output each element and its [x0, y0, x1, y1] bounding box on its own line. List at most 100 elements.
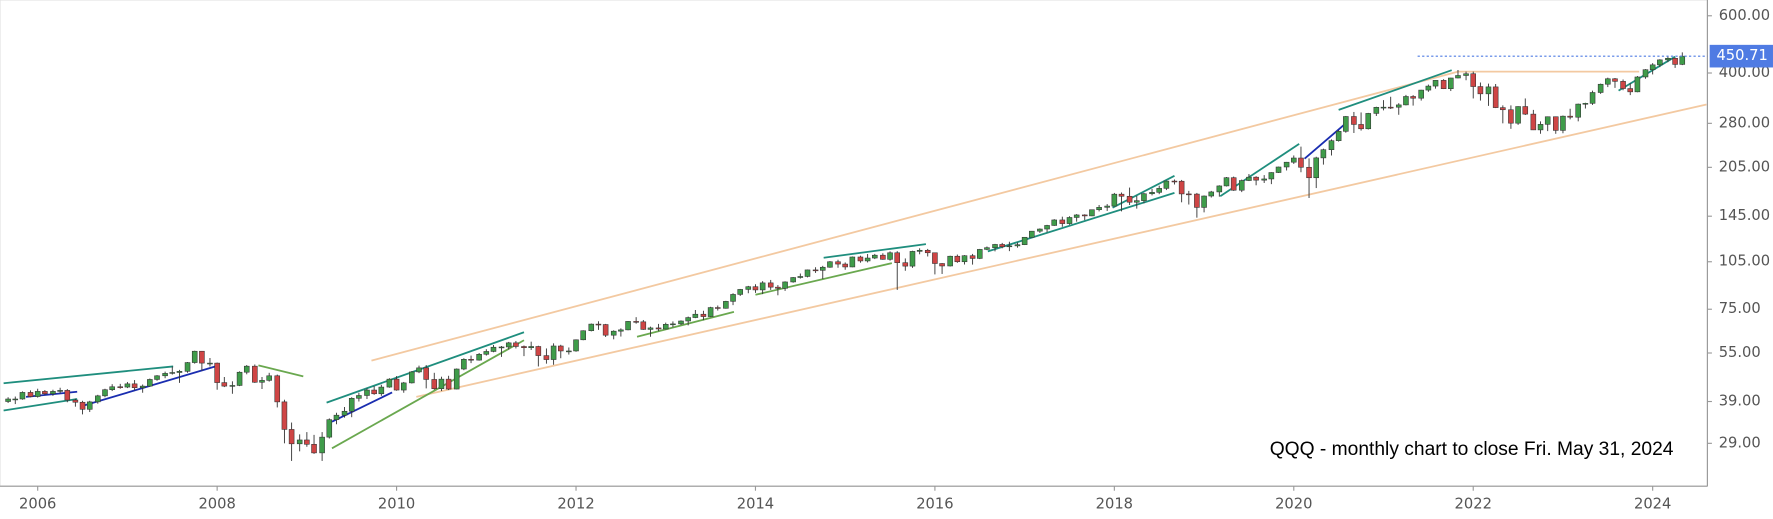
candle-body — [1365, 113, 1372, 130]
candle-body — [1634, 76, 1641, 93]
candle-body — [199, 350, 205, 364]
candle-body — [610, 330, 617, 336]
candle-body — [932, 252, 938, 264]
candle-body — [685, 317, 691, 322]
candle-body — [670, 323, 676, 326]
candle-body — [236, 371, 243, 386]
candle-body — [640, 321, 647, 330]
candle-body — [700, 313, 707, 317]
candle-body — [86, 401, 93, 410]
candle-body — [333, 414, 340, 420]
candle-body — [1238, 180, 1245, 191]
candle-body — [1051, 219, 1058, 226]
candle-body — [57, 390, 63, 392]
y-tick-label: 145.00 — [1719, 207, 1770, 224]
candle-body — [364, 389, 370, 396]
candle-body — [176, 371, 183, 373]
candle-body — [1455, 75, 1461, 79]
candle-body — [214, 362, 220, 383]
candle-body — [1605, 78, 1611, 85]
candle-body — [139, 385, 146, 389]
candle-body — [1081, 214, 1088, 217]
candle-body — [1612, 78, 1618, 82]
trend-line — [326, 331, 525, 404]
candle-body — [1582, 103, 1589, 105]
candle-body — [992, 244, 998, 248]
candle-body — [117, 386, 124, 388]
candle-body — [102, 389, 108, 397]
candle-body — [849, 256, 856, 268]
candle-body — [72, 399, 79, 403]
candle-body — [961, 255, 968, 263]
candle-body — [326, 419, 333, 438]
candle-body — [835, 261, 841, 265]
candle-body — [229, 385, 236, 387]
x-tick-label: 2016 — [916, 495, 953, 512]
candle-body — [400, 382, 407, 391]
trend-line — [3, 398, 78, 412]
candle-body — [1223, 177, 1230, 187]
candle-body — [131, 383, 138, 389]
y-tick-label: 280.00 — [1719, 114, 1770, 131]
candle-body — [782, 281, 788, 289]
trend-line — [823, 243, 927, 259]
candle-body — [745, 286, 752, 290]
candle-body — [431, 379, 438, 390]
candle-body — [341, 410, 348, 416]
candle-body — [1163, 180, 1170, 189]
candle-body — [1073, 214, 1080, 218]
candle-body — [566, 350, 572, 353]
y-tick-label: 29.00 — [1719, 434, 1761, 451]
candle-body — [1530, 113, 1537, 131]
candle-body — [184, 362, 191, 372]
candle-body — [602, 324, 609, 336]
candle-body — [1544, 116, 1551, 125]
candle-body — [857, 256, 864, 262]
candle-body — [476, 354, 482, 361]
candle-body — [984, 247, 990, 250]
candle-body — [124, 383, 131, 388]
candle-body — [461, 359, 467, 370]
candle-body — [1567, 115, 1573, 118]
candle-body — [423, 367, 429, 380]
candle-body — [319, 436, 325, 454]
candle-body — [999, 244, 1005, 248]
candle-body — [191, 350, 198, 363]
candle-body — [416, 367, 422, 373]
x-tick-label: 2020 — [1275, 495, 1312, 512]
candle-body — [1111, 193, 1118, 207]
candle-body — [1230, 177, 1237, 191]
candle-body — [1037, 228, 1043, 232]
candle-body — [356, 395, 362, 399]
trend-line — [331, 391, 393, 423]
candle-body — [1642, 69, 1649, 78]
candle-body — [1066, 217, 1073, 224]
candle-body — [1448, 77, 1454, 89]
candle-body — [1216, 185, 1223, 193]
candle-body — [311, 444, 317, 454]
candle-body — [1171, 180, 1178, 183]
candle-body — [1141, 193, 1147, 201]
candle-body — [1149, 192, 1155, 195]
candle-body — [1178, 180, 1185, 195]
trend-line — [331, 339, 525, 450]
candle-body — [894, 252, 900, 263]
candle-body — [939, 263, 945, 267]
candle-body — [790, 277, 796, 283]
candle-body — [737, 289, 743, 295]
trend-line — [258, 364, 304, 378]
x-tick-label: 2022 — [1455, 495, 1492, 512]
candle-body — [1380, 106, 1387, 109]
trend-line — [636, 311, 735, 338]
candle-body — [588, 323, 595, 332]
candle-body — [371, 389, 377, 395]
candle-body — [1470, 73, 1477, 87]
candle-body — [221, 382, 228, 387]
candle-body — [243, 365, 250, 373]
y-tick-label: 39.00 — [1719, 393, 1761, 410]
candle-body — [274, 375, 281, 403]
candle-body — [655, 327, 662, 330]
candle-body — [535, 346, 542, 356]
candle-body — [483, 351, 490, 355]
